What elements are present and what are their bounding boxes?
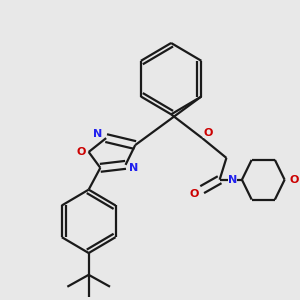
Text: O: O (203, 128, 213, 138)
Text: N: N (228, 175, 237, 185)
Text: O: O (190, 189, 199, 199)
Text: O: O (76, 147, 86, 157)
Text: O: O (290, 175, 299, 185)
Text: N: N (129, 163, 138, 173)
Text: N: N (93, 129, 102, 139)
